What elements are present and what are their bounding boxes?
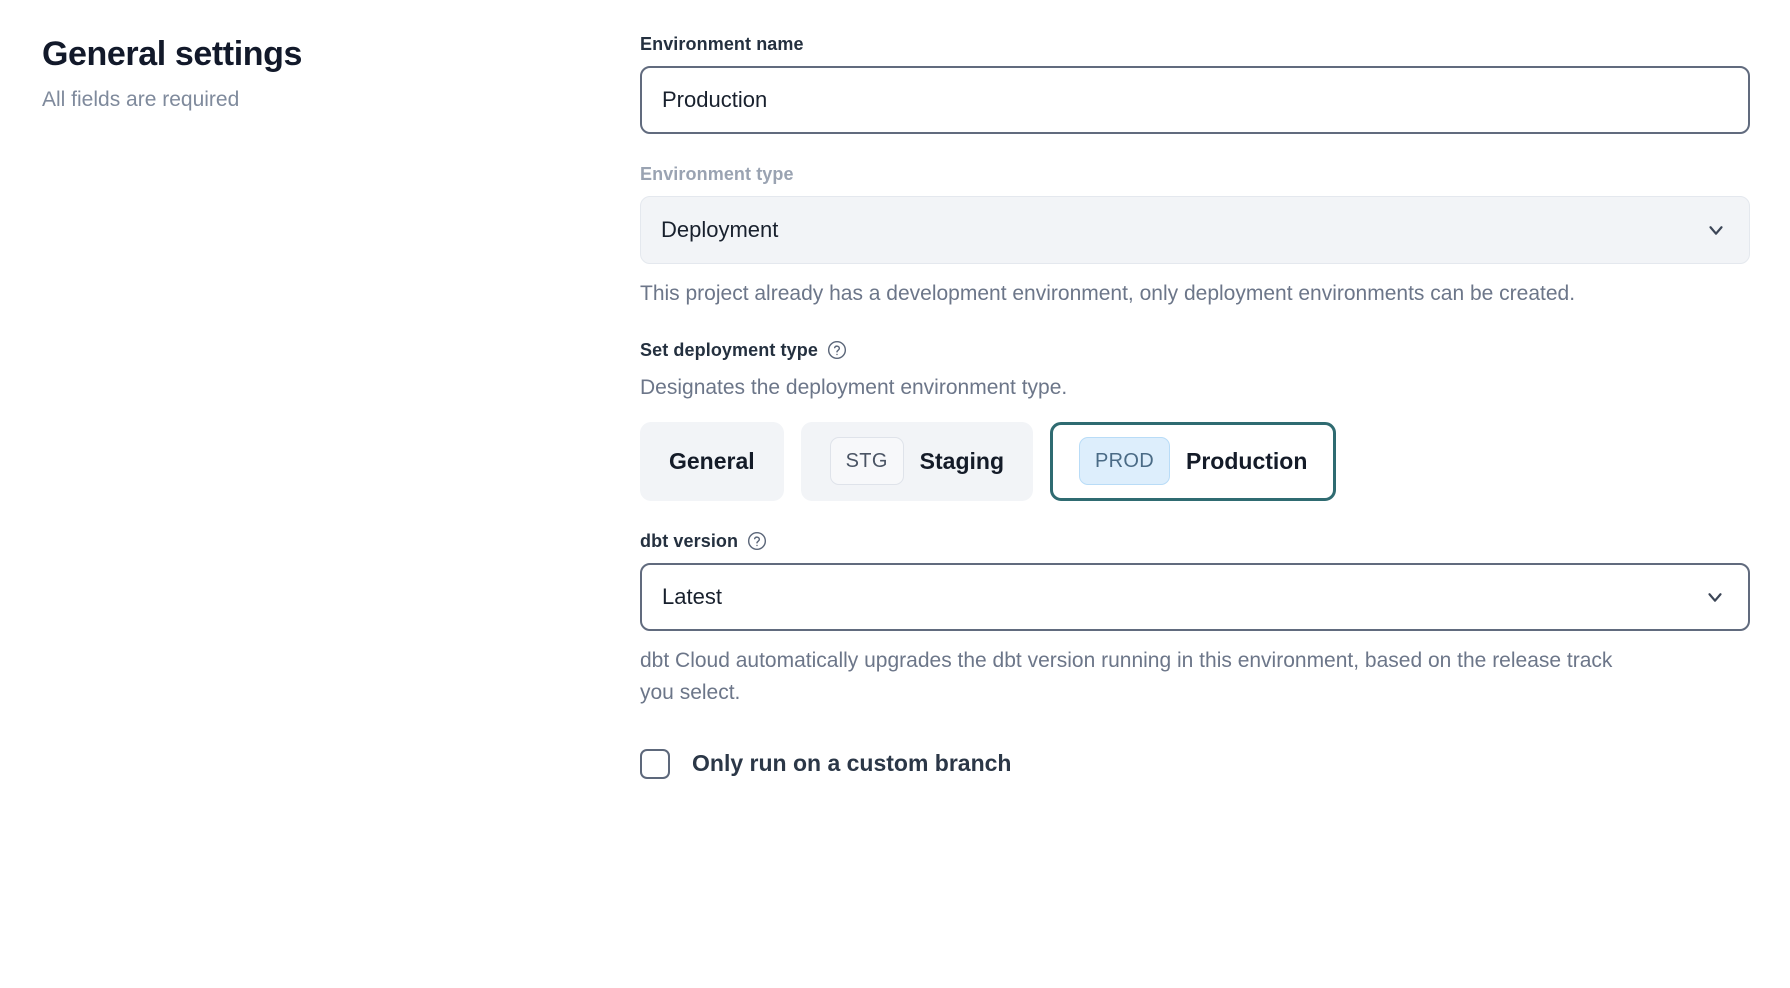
deployment-type-field: Set deployment type Designates the deplo… bbox=[640, 340, 1750, 501]
page-title: General settings bbox=[42, 35, 303, 73]
environment-type-label: Environment type bbox=[640, 164, 794, 184]
dbt-version-label-row: dbt version bbox=[640, 531, 1750, 552]
environment-type-value: Deployment bbox=[661, 217, 779, 242]
settings-form-column: Environment name Environment type Deploy… bbox=[640, 34, 1790, 988]
spacer bbox=[640, 310, 1750, 340]
page-subtitle: All fields are required bbox=[42, 88, 240, 112]
dbt-version-field: dbt version Latest dbt Cloud auto bbox=[640, 531, 1750, 709]
production-badge: PROD bbox=[1079, 437, 1170, 486]
deployment-type-label-row: Set deployment type bbox=[640, 340, 1750, 361]
help-circle-icon[interactable] bbox=[747, 531, 767, 551]
dbt-version-value: Latest bbox=[662, 583, 722, 609]
environment-name-label: Environment name bbox=[640, 34, 804, 54]
custom-branch-row[interactable]: Only run on a custom branch bbox=[640, 748, 1750, 779]
spacer bbox=[640, 134, 1750, 164]
settings-intro-column: General settings All fields are required bbox=[0, 34, 640, 988]
environment-type-field: Environment type Deployment This project… bbox=[640, 164, 1750, 310]
deployment-type-helper-text: Designates the deployment environment ty… bbox=[640, 375, 1068, 399]
deployment-type-option-production[interactable]: PROD Production bbox=[1050, 421, 1337, 501]
deployment-type-option-production-label: Production bbox=[1186, 447, 1308, 474]
deployment-type-option-general-label: General bbox=[669, 447, 755, 474]
custom-branch-label: Only run on a custom branch bbox=[692, 750, 1012, 777]
deployment-type-option-staging[interactable]: STG Staging bbox=[800, 421, 1034, 501]
dbt-version-select[interactable]: Latest bbox=[640, 562, 1750, 631]
help-circle-icon[interactable] bbox=[827, 340, 847, 360]
deployment-type-options: General STG Staging PROD Production bbox=[640, 421, 1750, 501]
chevron-down-icon bbox=[1705, 219, 1727, 241]
deployment-type-option-staging-label: Staging bbox=[919, 447, 1005, 474]
chevron-down-icon bbox=[1704, 586, 1726, 608]
environment-name-input[interactable] bbox=[640, 66, 1750, 134]
environment-type-helper-text: This project already has a development e… bbox=[640, 282, 1576, 305]
deployment-type-label: Set deployment type bbox=[640, 339, 818, 360]
dbt-version-helper-text: dbt Cloud automatically upgrades the dbt… bbox=[640, 648, 1613, 704]
environment-name-field: Environment name bbox=[640, 34, 1750, 134]
dbt-version-label: dbt version bbox=[640, 530, 739, 551]
deployment-type-option-general[interactable]: General bbox=[640, 421, 784, 501]
custom-branch-checkbox[interactable] bbox=[640, 748, 670, 779]
spacer bbox=[640, 501, 1750, 531]
environment-type-select[interactable]: Deployment bbox=[640, 196, 1750, 264]
staging-badge: STG bbox=[829, 437, 904, 486]
